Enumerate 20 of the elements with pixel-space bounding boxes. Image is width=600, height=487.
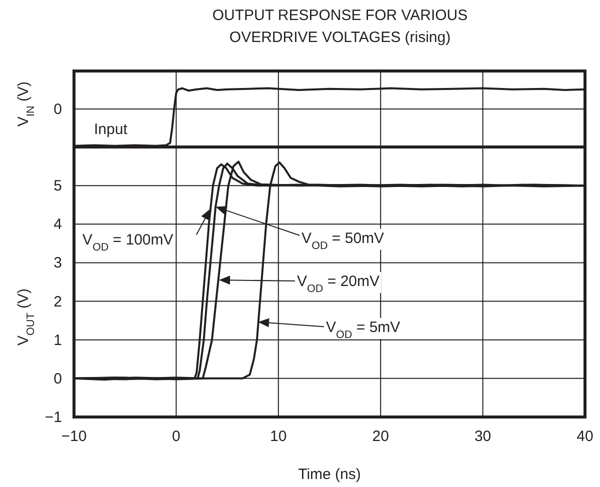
- y-tick-label: 4: [54, 216, 62, 234]
- x-axis-title: Time (ns): [298, 466, 361, 483]
- y-tick-label: 1: [54, 332, 62, 349]
- x-tick-label: 30: [474, 428, 492, 445]
- chart-title: OUTPUT RESPONSE FOR VARIOUS OVERDRIVE VOLTAGES (rising): [212, 7, 468, 46]
- series-label: Input: [94, 120, 128, 138]
- annotation: V$_{OD}$ = 100mV: [82, 232, 174, 254]
- y-tick-label: 2: [54, 293, 62, 310]
- x-tick-label: 40: [576, 428, 594, 445]
- x-tick-label: 20: [372, 428, 389, 445]
- x-tick-label: −10: [61, 428, 87, 445]
- y-tick-label: 5: [54, 178, 62, 195]
- x-tick-label: 0: [172, 428, 180, 445]
- y-tick-label: 0: [54, 370, 62, 388]
- x-tick-label: 10: [270, 428, 287, 445]
- annotation: V$_{OD}$ = 5mV: [326, 319, 400, 341]
- y-tick-label: −1: [44, 409, 62, 426]
- y-tick-label: 3: [54, 254, 62, 272]
- annotation: V$_{OD}$ = 20mV: [297, 273, 380, 295]
- annotation: V$_{OD}$ = 50mV: [302, 230, 384, 252]
